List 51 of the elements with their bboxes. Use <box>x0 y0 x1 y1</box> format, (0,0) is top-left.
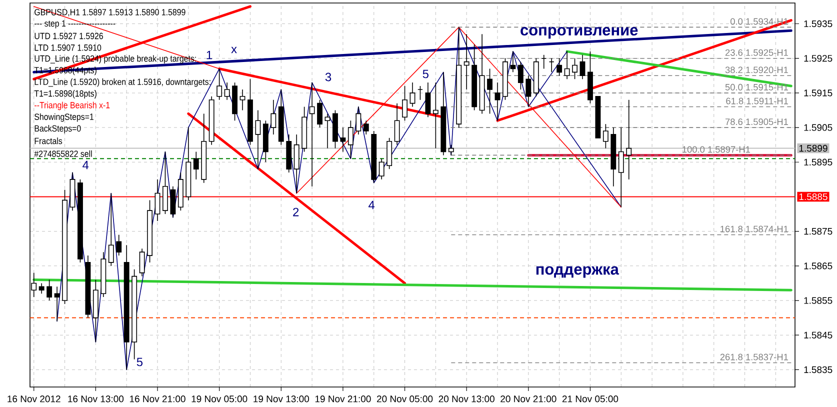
series-label: 23.6 1.5925-H1 <box>725 49 788 56</box>
x-tick-label: 19 Nov 05:00 <box>192 396 248 402</box>
x-tick-label: 19 Nov 21:00 <box>315 396 371 402</box>
annotation: T1=1.5898(18pts) <box>34 90 96 98</box>
annotation: 4 <box>82 160 89 170</box>
annotation: BackSteps=0 <box>34 125 81 134</box>
series-label: 78.6 1.5905-H1 <box>725 118 788 126</box>
y-tick-label: 1.5855 <box>804 297 832 304</box>
y-tick-label: 1.5845 <box>804 332 832 338</box>
x-tick-label: 20 Nov 21:00 <box>500 396 556 402</box>
annotation: T1=1.5968(44pts) <box>34 66 96 76</box>
y-tick-label: 1.5915 <box>804 90 832 96</box>
series-label: 50.0 1.5915-H1 <box>725 84 788 90</box>
annotation: поддержка <box>536 266 620 278</box>
annotation: LTD_Line (1.5920) broken at 1.5916, downtargets: <box>34 78 210 87</box>
x-tick-label: 20 Nov 13:00 <box>438 396 494 402</box>
series-label: 61.8 1.5911-H1 <box>726 98 788 104</box>
ref-line-label: #274855822 sell <box>34 150 92 157</box>
y-tick-label: 1.5935 <box>804 20 832 28</box>
x-tick-label: 16 Nov 13:00 <box>68 396 124 402</box>
x-tick-label: 21 Nov 05:00 <box>562 396 618 402</box>
annotation: UTD 1.5927 1.5926 <box>34 32 103 40</box>
annotation: --- step 1 ------------------ <box>34 20 116 28</box>
x-tick-label: 20 Nov 05:00 <box>376 396 433 402</box>
annotation: --Triangle Bearish x-1 <box>34 102 110 110</box>
annotation: 4 <box>368 200 375 210</box>
annotation: 5 <box>422 70 428 78</box>
annotation: 3 <box>325 72 332 82</box>
y-tick-label: 1.5905 <box>804 124 832 131</box>
series-label: сопротивление <box>520 27 638 39</box>
series-label: 161.8 1.5874-H1 <box>720 226 788 232</box>
annotation: Fractals <box>34 138 62 144</box>
y-tick-label: 1.5865 <box>804 262 832 270</box>
series-label: 261.8 1.5837-H1 <box>720 354 788 360</box>
y-tick-label: 1.5835 <box>804 366 832 374</box>
series-label: 38.2 1.5920-H1 <box>725 66 788 74</box>
annotation: x <box>231 46 237 54</box>
x-tick-label: 16 Nov 21:00 <box>130 396 186 402</box>
y-tick-label: 1.5925 <box>804 54 832 62</box>
annotation: LTD 1.5907 1.5910 <box>34 44 102 51</box>
annotation: 2 <box>293 208 299 216</box>
series-label: 100.0 1.5897-H1 <box>682 146 750 153</box>
annotation: 5 <box>136 358 143 366</box>
ref-line-label: 1.5899 <box>799 144 828 152</box>
x-tick-label: 16 Nov 2012 <box>8 396 60 402</box>
y-tick-label: 1.5875 <box>804 228 832 235</box>
annotation: ShowingSteps=1 <box>34 113 94 122</box>
y-tick-label: 1.5895 <box>804 158 832 166</box>
annotation: 1 <box>206 50 212 60</box>
x-tick-label: 19 Nov 13:00 <box>254 396 310 402</box>
ref-line-label: 1.5885 <box>799 193 828 200</box>
